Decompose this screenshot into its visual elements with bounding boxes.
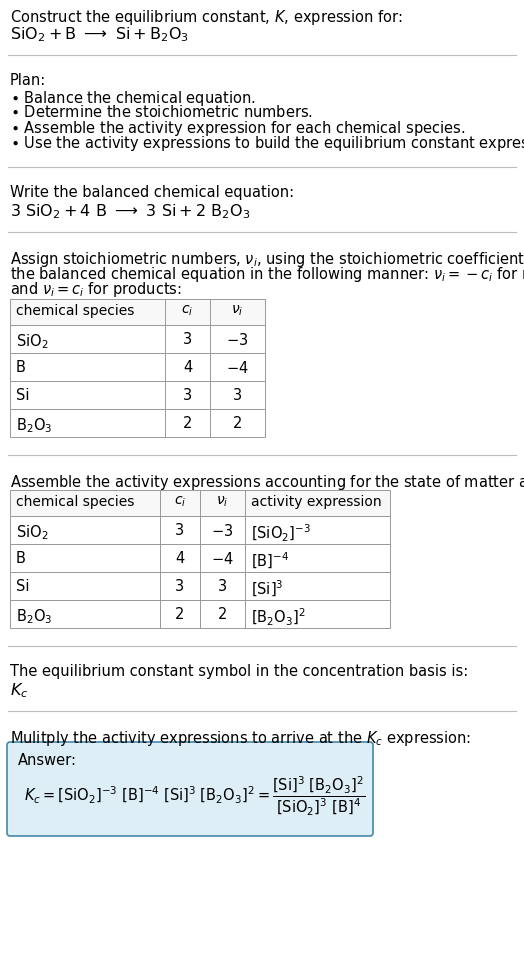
Text: Construct the equilibrium constant, $K$, expression for:: Construct the equilibrium constant, $K$,… [10,8,402,27]
Text: $\mathrm{3\ SiO_2 + 4\ B\ \longrightarrow\ 3\ Si + 2\ B_2O_3}$: $\mathrm{3\ SiO_2 + 4\ B\ \longrightarro… [10,202,250,221]
Text: Answer:: Answer: [18,753,77,768]
Text: $c_i$: $c_i$ [174,495,186,509]
Text: $\mathrm{SiO_2}$: $\mathrm{SiO_2}$ [16,523,48,542]
Text: $-4$: $-4$ [226,360,249,376]
Text: chemical species: chemical species [16,304,134,318]
Bar [10,516,390,544]
Text: $c_i$: $c_i$ [181,304,194,318]
Text: $-3$: $-3$ [211,523,234,539]
Text: $\bullet$ Assemble the activity expression for each chemical species.: $\bullet$ Assemble the activity expressi… [10,119,465,138]
Text: Write the balanced chemical equation:: Write the balanced chemical equation: [10,185,294,200]
Text: 2: 2 [176,607,184,622]
Text: $[\mathrm{B_2O_3}]^2$: $[\mathrm{B_2O_3}]^2$ [251,607,305,628]
Bar [10,353,265,381]
Text: Si: Si [16,579,29,594]
Bar [10,544,390,572]
Text: Mulitply the activity expressions to arrive at the $K_c$ expression:: Mulitply the activity expressions to arr… [10,729,471,748]
Text: $\mathrm{B_2O_3}$: $\mathrm{B_2O_3}$ [16,607,52,626]
Text: chemical species: chemical species [16,495,134,509]
Text: and $\nu_i = c_i$ for products:: and $\nu_i = c_i$ for products: [10,280,182,299]
Text: The equilibrium constant symbol in the concentration basis is:: The equilibrium constant symbol in the c… [10,664,468,679]
Text: $\nu_i$: $\nu_i$ [216,495,228,509]
Text: $\mathrm{SiO_2}$: $\mathrm{SiO_2}$ [16,332,48,351]
Text: the balanced chemical equation in the following manner: $\nu_i = -c_i$ for react: the balanced chemical equation in the fo… [10,265,524,284]
Text: Plan:: Plan: [10,73,46,88]
Text: Assign stoichiometric numbers, $\nu_i$, using the stoichiometric coefficients, $: Assign stoichiometric numbers, $\nu_i$, … [10,250,524,269]
Text: Assemble the activity expressions accounting for the state of matter and $\nu_i$: Assemble the activity expressions accoun… [10,473,524,492]
Text: 3: 3 [176,523,184,538]
FancyBboxPatch shape [7,742,373,836]
Text: $\nu_i$: $\nu_i$ [231,304,244,318]
Text: $\bullet$ Determine the stoichiometric numbers.: $\bullet$ Determine the stoichiometric n… [10,104,313,120]
Text: 2: 2 [183,416,192,431]
Text: $[\mathrm{Si}]^3$: $[\mathrm{Si}]^3$ [251,579,283,599]
Text: $\mathrm{SiO_2 + B\ \longrightarrow\ Si + B_2O_3}$: $\mathrm{SiO_2 + B\ \longrightarrow\ Si … [10,25,189,43]
Bar [10,409,265,437]
Text: 3: 3 [183,388,192,403]
Bar [10,572,390,600]
Text: $[\mathrm{SiO_2}]^{-3}$: $[\mathrm{SiO_2}]^{-3}$ [251,523,311,544]
Text: $[\mathrm{B}]^{-4}$: $[\mathrm{B}]^{-4}$ [251,551,289,571]
Text: B: B [16,551,26,566]
Text: $-4$: $-4$ [211,551,234,567]
Text: $K_c = [\mathrm{SiO_2}]^{-3}\ [\mathrm{B}]^{-4}\ [\mathrm{Si}]^3\ [\mathrm{B_2O_: $K_c = [\mathrm{SiO_2}]^{-3}\ [\mathrm{B… [24,775,365,819]
Text: $\mathrm{B_2O_3}$: $\mathrm{B_2O_3}$ [16,416,52,434]
Text: $\bullet$ Use the activity expressions to build the equilibrium constant express: $\bullet$ Use the activity expressions t… [10,134,524,153]
Text: $-3$: $-3$ [226,332,248,348]
Text: 4: 4 [183,360,192,375]
Text: B: B [16,360,26,375]
Text: 3: 3 [233,388,242,403]
Bar [10,325,265,353]
Text: 3: 3 [218,579,227,594]
Bar [10,600,390,628]
Bar [10,381,265,409]
Text: 2: 2 [218,607,227,622]
Text: $K_c$: $K_c$ [10,681,28,700]
Text: $\bullet$ Balance the chemical equation.: $\bullet$ Balance the chemical equation. [10,89,255,108]
Bar [10,490,390,516]
Bar [10,299,265,325]
Text: activity expression: activity expression [251,495,381,509]
Text: 4: 4 [176,551,184,566]
Text: 2: 2 [233,416,242,431]
Text: 3: 3 [176,579,184,594]
Text: Si: Si [16,388,29,403]
Text: 3: 3 [183,332,192,347]
